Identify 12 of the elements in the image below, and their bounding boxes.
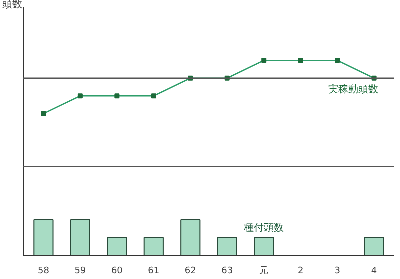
series-label: 種付頭数 (244, 222, 284, 234)
x-tick-label: 59 (74, 266, 86, 276)
x-tick-label: 3 (334, 266, 340, 276)
x-tick-label: 61 (148, 266, 160, 276)
x-tick-label: 4 (371, 266, 378, 276)
x-tick-label: 60 (111, 266, 124, 276)
x-tick-label: 62 (184, 266, 196, 276)
x-tick-label: 58 (38, 266, 50, 276)
x-tick-label: 元 (260, 266, 269, 276)
x-tick-label: 2 (298, 266, 304, 276)
x-tick-label: 63 (222, 266, 234, 276)
series-label: 実稼動頭数 (328, 83, 378, 96)
